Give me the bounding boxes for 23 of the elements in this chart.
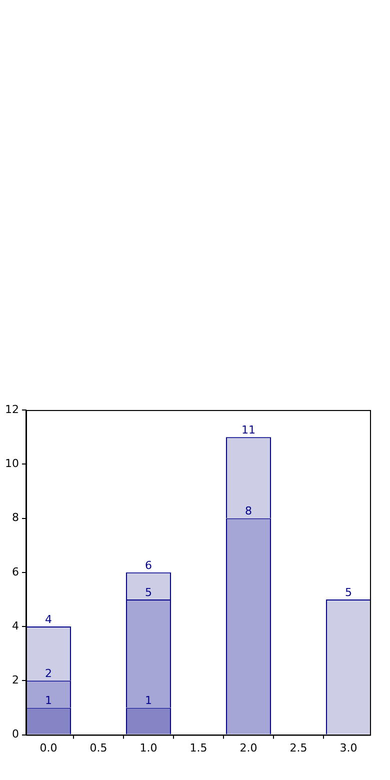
x-tick-label: 0.5 — [90, 741, 108, 754]
annotation: 1 — [44, 694, 52, 708]
x-tick-label: 3.0 — [340, 741, 358, 754]
x-tick-label: 2.0 — [240, 741, 258, 754]
annotation: 4 — [44, 612, 52, 626]
y-tick-label: 10 — [4, 456, 19, 470]
y-tick-label: 8 — [12, 511, 19, 524]
y-tick-label: 2 — [12, 674, 19, 687]
x-tick-label: 0.0 — [40, 741, 58, 754]
x-tick-label: 1.5 — [190, 741, 208, 754]
y-tick-label: 6 — [12, 565, 19, 578]
annotation: 8 — [245, 504, 252, 518]
x-tick-label: 2.5 — [290, 741, 308, 754]
annotation: 6 — [145, 558, 152, 572]
x-tick-label: 1.0 — [140, 741, 158, 754]
annotation: 11 — [242, 423, 256, 436]
y-tick-label: 4 — [12, 619, 19, 632]
annotation: 2 — [44, 667, 52, 680]
y-tick-label: 12 — [4, 402, 19, 416]
y-tick-label: 0 — [12, 728, 19, 741]
annotation: 5 — [145, 586, 152, 599]
annotation: 1 — [145, 694, 152, 708]
annotation: 5 — [345, 586, 352, 599]
